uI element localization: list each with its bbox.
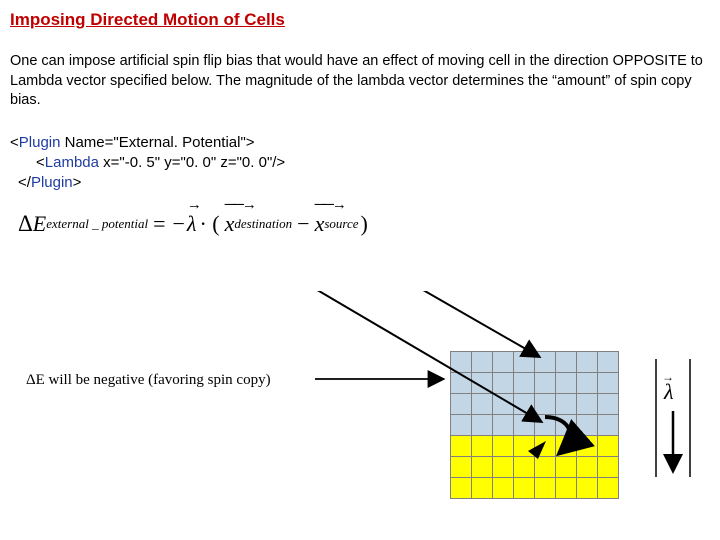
lambda-vector: → λ xyxy=(650,351,690,481)
eq-lambda-vec: → λ xyxy=(187,211,197,237)
grid-cell xyxy=(451,352,472,373)
grid-cell xyxy=(556,457,577,478)
grid-cell xyxy=(598,415,619,436)
grid-cell xyxy=(472,352,493,373)
eq-sub-external: external _ potential xyxy=(46,216,148,232)
eq-sub-dest: destination xyxy=(234,216,292,232)
vector-arrow-icon: → xyxy=(187,197,197,214)
grid-cell xyxy=(577,478,598,499)
vector-arrow-icon: ──→ xyxy=(225,197,235,214)
page-title: Imposing Directed Motion of Cells xyxy=(10,10,710,30)
grid-cell xyxy=(493,478,514,499)
grid-cell xyxy=(598,457,619,478)
grid-cell xyxy=(451,436,472,457)
code-line-1: <Plugin Name="External. Potential"> xyxy=(10,133,710,153)
grid-cell xyxy=(514,352,535,373)
eq-xsrc-vec: ──→ x xyxy=(315,211,325,237)
angle-open-2: < xyxy=(36,154,45,171)
grid-cell xyxy=(514,478,535,499)
code-line-2: <Lambda x="-0. 5" y="0. 0" z="0. 0"/> xyxy=(10,153,710,173)
grid-cell xyxy=(535,478,556,499)
eq-dot-open: · ( xyxy=(196,211,224,237)
eq-xdest-vec: ──→ x xyxy=(225,211,235,237)
eq-x2: x xyxy=(315,211,325,236)
grid-cell xyxy=(451,394,472,415)
angle-close: </ xyxy=(18,174,31,191)
description-paragraph: One can impose artificial spin flip bias… xyxy=(10,52,710,111)
grid-cell xyxy=(577,394,598,415)
eq-minus-2: − xyxy=(292,211,314,237)
grid-cell xyxy=(535,352,556,373)
code-block: <Plugin Name="External. Potential"> <Lam… xyxy=(10,133,710,194)
grid-cell xyxy=(514,415,535,436)
grid-cell xyxy=(451,478,472,499)
grid-cell xyxy=(598,478,619,499)
grid-cell xyxy=(493,394,514,415)
keyword-plugin: Plugin xyxy=(19,134,61,151)
angle-open: < xyxy=(10,134,19,151)
grid-cell xyxy=(598,394,619,415)
grid-cell xyxy=(514,436,535,457)
grid-cell xyxy=(472,415,493,436)
grid-cell xyxy=(577,373,598,394)
grid-cell xyxy=(493,373,514,394)
grid-cell xyxy=(493,415,514,436)
grid-cell xyxy=(472,478,493,499)
keyword-lambda: Lambda xyxy=(45,154,99,171)
grid-cell xyxy=(598,352,619,373)
eq-close-paren: ) xyxy=(359,211,373,237)
grid-cell xyxy=(535,457,556,478)
grid-cell xyxy=(577,352,598,373)
code-attrs-1: Name="External. Potential"> xyxy=(60,134,254,151)
eq-minus: − xyxy=(170,211,186,237)
grid-cell xyxy=(472,436,493,457)
eq-E: E xyxy=(33,211,46,237)
arrow-xdest-to-grid-icon xyxy=(390,291,538,356)
de-label: ΔE will be negative (favoring spin copy) xyxy=(26,372,271,388)
grid-cell xyxy=(535,373,556,394)
grid-cell xyxy=(493,436,514,457)
grid-cell xyxy=(535,436,556,457)
grid-cell xyxy=(556,373,577,394)
keyword-plugin-close: Plugin xyxy=(31,174,73,191)
grid-cell xyxy=(514,457,535,478)
grid-cell xyxy=(577,457,598,478)
eq-x1: x xyxy=(225,211,235,236)
grid-cell xyxy=(598,373,619,394)
code-close-rest: > xyxy=(73,174,82,191)
grid-cell xyxy=(472,394,493,415)
grid-cell xyxy=(556,352,577,373)
cell-grid xyxy=(450,351,619,499)
grid-cell xyxy=(556,436,577,457)
eq-sub-src: source xyxy=(324,216,358,232)
grid-cell xyxy=(451,415,472,436)
grid-cell xyxy=(535,394,556,415)
grid-cell xyxy=(514,394,535,415)
eq-lambda: λ xyxy=(187,211,197,236)
grid-cell xyxy=(493,352,514,373)
grid-cell xyxy=(556,415,577,436)
diagram-area: ΔE will be negative (favoring spin copy)… xyxy=(10,291,710,491)
code-line-3: </Plugin> xyxy=(10,173,710,193)
grid-cell xyxy=(493,457,514,478)
grid-cell xyxy=(514,373,535,394)
grid-cell xyxy=(556,478,577,499)
grid-cell xyxy=(577,415,598,436)
equation: ΔEexternal _ potential = − → λ · ( ──→ x… xyxy=(10,211,710,267)
lambda-symbol: λ xyxy=(663,379,674,404)
grid-cell xyxy=(577,436,598,457)
delta-e-text: ΔE will be negative (favoring spin copy) xyxy=(26,371,271,389)
eq-delta: Δ xyxy=(18,211,33,237)
grid-cell xyxy=(451,457,472,478)
code-attrs-2: x="-0. 5" y="0. 0" z="0. 0"/> xyxy=(99,154,285,171)
vector-arrow-icon: ──→ xyxy=(315,197,325,214)
grid-cell xyxy=(472,457,493,478)
grid-cell xyxy=(556,394,577,415)
grid-cell xyxy=(451,373,472,394)
grid-cell xyxy=(535,415,556,436)
grid-cell xyxy=(598,436,619,457)
eq-equals: = xyxy=(148,211,170,237)
grid-cell xyxy=(472,373,493,394)
